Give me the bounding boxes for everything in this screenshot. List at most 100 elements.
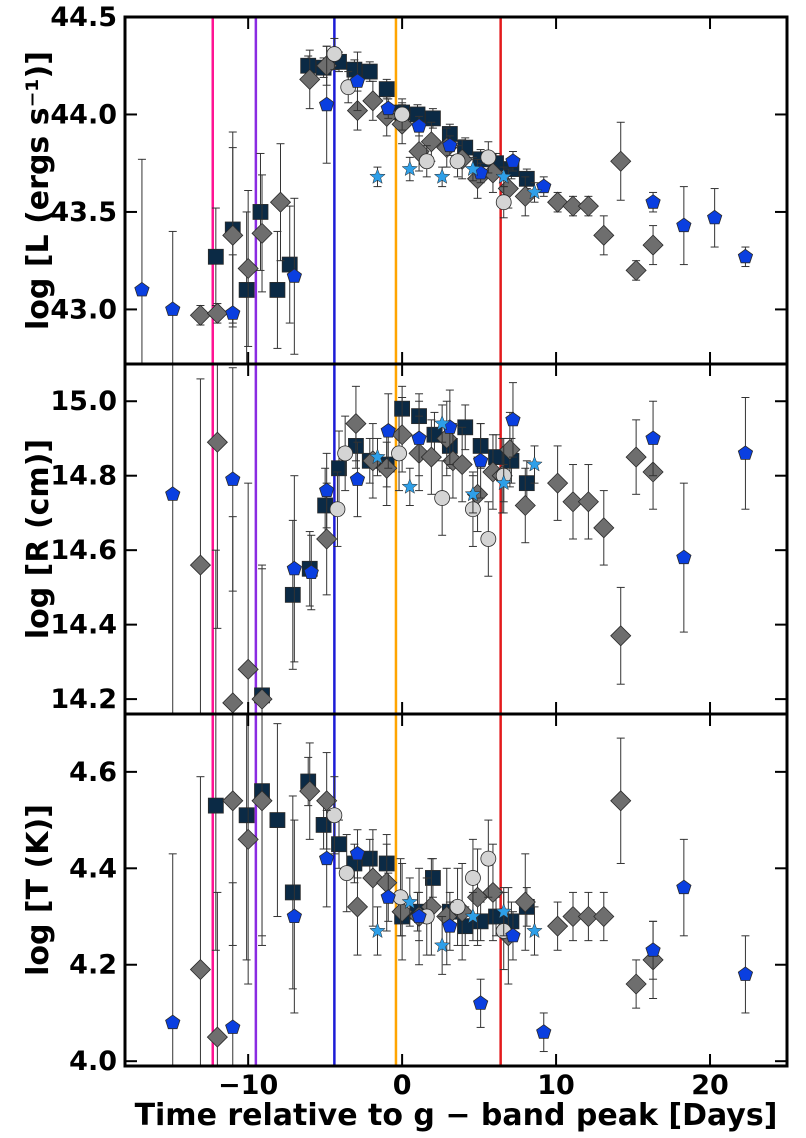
marker-diamond bbox=[562, 195, 584, 217]
marker-pentagon bbox=[645, 942, 661, 957]
marker-diamond bbox=[577, 905, 599, 928]
plot-area bbox=[165, 364, 754, 714]
marker-pentagon bbox=[411, 118, 427, 133]
y-axis-title: log [T (K)] bbox=[21, 804, 56, 976]
marker-circle bbox=[391, 445, 407, 462]
marker-circle bbox=[465, 870, 481, 886]
marker-pentagon bbox=[536, 1024, 552, 1039]
marker-diamond bbox=[345, 413, 367, 435]
marker-diamond bbox=[189, 554, 212, 576]
marker-circle bbox=[394, 106, 411, 123]
marker-pentagon bbox=[473, 995, 489, 1010]
marker-circle bbox=[337, 445, 354, 462]
marker-star bbox=[464, 907, 482, 924]
marker-pentagon bbox=[319, 96, 335, 112]
marker-diamond bbox=[593, 224, 615, 246]
panel-frame bbox=[123, 712, 789, 1068]
marker-pentagon bbox=[645, 430, 661, 445]
marker-diamond bbox=[610, 790, 632, 812]
marker-diamond bbox=[237, 658, 259, 680]
x-tick-label: 20 bbox=[691, 1070, 729, 1101]
marker-diamond bbox=[251, 688, 273, 710]
marker-diamond bbox=[237, 828, 259, 850]
panels-layer: 43.0 43.5 44.0 44.5 log [L (ergs s⁻¹)] 14.2 14… bbox=[21, 2, 789, 1101]
marker-diamond bbox=[547, 191, 569, 213]
marker-pentagon bbox=[442, 137, 458, 153]
marker-circle bbox=[480, 149, 497, 166]
marker-star bbox=[526, 922, 543, 939]
marker-pentagon bbox=[134, 281, 150, 297]
marker-star bbox=[433, 414, 451, 431]
marker-diamond bbox=[237, 257, 259, 280]
marker-circle bbox=[480, 531, 497, 547]
marker-diamond bbox=[625, 259, 647, 281]
marker-pentagon bbox=[380, 100, 396, 116]
marker-pentagon bbox=[349, 471, 366, 486]
marker-circle bbox=[338, 865, 355, 882]
marker-diamond bbox=[251, 222, 273, 244]
marker-diamond bbox=[316, 528, 338, 550]
marker-square bbox=[315, 817, 332, 833]
marker-diamond bbox=[577, 491, 599, 513]
marker-diamond bbox=[514, 494, 536, 517]
y-tick-label: 44.5 bbox=[50, 2, 117, 33]
marker-pentagon bbox=[349, 845, 366, 861]
marker-pentagon bbox=[737, 248, 754, 264]
marker-pentagon bbox=[737, 966, 754, 981]
plot-area bbox=[165, 714, 754, 1066]
marker-pentagon bbox=[473, 452, 489, 468]
marker-square bbox=[238, 807, 255, 824]
marker-square bbox=[361, 63, 378, 80]
marker-diamond bbox=[222, 790, 244, 812]
marker-pentagon bbox=[349, 73, 366, 88]
marker-pentagon bbox=[303, 564, 319, 579]
marker-diamond bbox=[593, 517, 615, 539]
marker-diamond bbox=[625, 973, 647, 995]
marker-star bbox=[495, 168, 512, 184]
marker-diamond bbox=[189, 304, 212, 326]
marker-star bbox=[495, 903, 512, 919]
marker-pentagon bbox=[225, 305, 241, 320]
y-tick-label: 15.0 bbox=[50, 386, 117, 417]
marker-diamond bbox=[269, 191, 292, 213]
marker-pentagon bbox=[319, 850, 335, 866]
marker-star bbox=[464, 160, 482, 177]
panel-temperature: 4.0 4.2 4.4 4.6 log [T (K)] bbox=[21, 712, 789, 1077]
marker-diamond bbox=[346, 896, 369, 918]
marker-diamond bbox=[642, 234, 664, 256]
marker-pentagon bbox=[505, 153, 521, 168]
marker-square bbox=[284, 884, 301, 901]
marker-diamond bbox=[206, 431, 228, 453]
marker-star bbox=[464, 485, 482, 502]
y-axis-title: log [L (ergs s⁻¹)] bbox=[21, 51, 56, 330]
y-tick-label: 4.6 bbox=[69, 757, 117, 788]
marker-diamond bbox=[451, 453, 473, 476]
marker-diamond bbox=[206, 302, 228, 324]
panel-luminosity: 43.0 43.5 44.0 44.5 log [L (ergs s⁻¹)] bbox=[21, 2, 789, 366]
marker-diamond bbox=[547, 472, 569, 494]
marker-square bbox=[378, 81, 395, 98]
y-tick-label: 43.0 bbox=[50, 294, 117, 325]
marker-square bbox=[269, 812, 286, 828]
y-tick-label: 14.6 bbox=[50, 535, 117, 566]
marker-diamond bbox=[391, 424, 413, 446]
y-tick-label: 4.0 bbox=[69, 1046, 117, 1077]
marker-pentagon bbox=[442, 918, 458, 933]
marker-pentagon bbox=[380, 423, 396, 438]
marker-pentagon bbox=[676, 217, 692, 233]
marker-star bbox=[495, 474, 512, 491]
marker-diamond bbox=[299, 780, 321, 802]
marker-pentagon bbox=[286, 908, 302, 923]
x-tick-label: 10 bbox=[537, 1070, 575, 1101]
y-axis-title: log [R (cm)] bbox=[21, 439, 56, 639]
marker-diamond bbox=[499, 439, 521, 461]
marker-diamond bbox=[206, 1026, 228, 1048]
marker-diamond bbox=[610, 625, 632, 647]
marker-star bbox=[401, 893, 419, 910]
marker-pentagon bbox=[676, 549, 692, 565]
marker-diamond bbox=[222, 224, 244, 246]
marker-diamond bbox=[610, 150, 632, 172]
marker-pentagon bbox=[165, 1014, 181, 1030]
marker-star bbox=[401, 478, 419, 494]
x-axis-title: Time relative to g − band peak [Days] bbox=[135, 1098, 778, 1133]
